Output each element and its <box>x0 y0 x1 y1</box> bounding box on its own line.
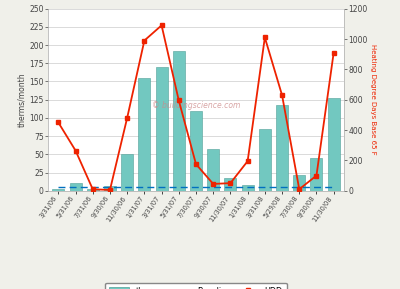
Legend: therms, Baseline, HDD: therms, Baseline, HDD <box>105 283 287 289</box>
Y-axis label: therms/month: therms/month <box>18 72 26 127</box>
Bar <box>310 158 322 191</box>
Bar <box>328 97 340 191</box>
Bar <box>70 184 82 191</box>
Bar <box>293 175 305 191</box>
Bar <box>156 67 168 191</box>
Bar <box>104 186 116 191</box>
Bar <box>121 154 133 191</box>
Text: © buildingscience.com: © buildingscience.com <box>152 101 240 110</box>
Bar <box>138 78 150 191</box>
Bar <box>87 188 99 191</box>
Bar <box>259 129 271 191</box>
Bar <box>276 105 288 191</box>
Bar <box>242 185 254 191</box>
Bar <box>190 111 202 191</box>
Bar <box>173 51 185 191</box>
Bar <box>224 178 236 191</box>
Bar <box>52 189 64 191</box>
Y-axis label: Heating Degree Days Base 65 F: Heating Degree Days Base 65 F <box>370 44 376 155</box>
Bar <box>207 149 219 191</box>
